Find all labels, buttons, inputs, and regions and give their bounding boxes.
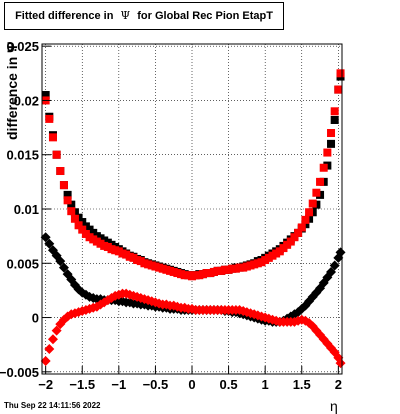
chart-title-suffix: for Global Rec Pion EtapT: [137, 10, 273, 22]
y-tick-label: −0.005: [0, 365, 39, 380]
x-tick-label: 0.5: [220, 377, 238, 392]
y-tick-label: 0.02: [14, 93, 39, 108]
data-point-diamond: [44, 238, 55, 249]
x-axis-label: η: [330, 398, 338, 414]
grid: [42, 44, 342, 374]
data-point-square: [327, 139, 336, 148]
data-point-square: [48, 133, 57, 142]
data-point-diamond: [40, 232, 51, 243]
data-point-diamond: [51, 250, 62, 261]
x-tick-label: 2: [335, 377, 342, 392]
data-point-diamond: [335, 247, 346, 258]
data-point-square: [41, 91, 50, 100]
data-point-square: [52, 150, 61, 159]
data-point-square: [330, 115, 339, 124]
x-tick-label: 1: [262, 377, 269, 392]
x-tick-label: −1: [111, 377, 126, 392]
data-point-square: [336, 69, 345, 78]
psi-symbol: Ψ: [120, 9, 131, 22]
y-tick-label: 0.025: [6, 39, 39, 54]
data-point-square: [297, 223, 306, 232]
data-point-square: [305, 208, 314, 217]
x-tick-label: 0: [188, 377, 195, 392]
data-point-square: [308, 199, 317, 208]
data-point-diamond: [55, 319, 66, 330]
data-point-diamond: [326, 266, 337, 277]
x-tick-label: −1.5: [69, 377, 95, 392]
data-point-square: [78, 225, 87, 234]
data-point-square: [323, 148, 332, 157]
y-axis-label: difference in Ψ: [4, 41, 20, 140]
y-tick-label: 0: [32, 311, 39, 326]
data-point-diamond: [51, 325, 62, 336]
data-point-square: [334, 85, 343, 94]
data-point-square: [45, 114, 54, 123]
x-tick-label: −0.5: [143, 377, 169, 392]
data-point-square: [312, 188, 321, 197]
data-point-square: [290, 233, 299, 242]
data-point-square: [67, 207, 76, 216]
data-point-square: [319, 163, 328, 172]
data-point-square: [316, 177, 325, 186]
axis-ticks: −2 −1.5 −1 −0.5 0 0.5 1 1.5 2 −0.005 0 0.005 0.01 0.0…: [0, 39, 342, 392]
x-tick-label: 1.5: [293, 377, 311, 392]
data-point-square: [59, 181, 68, 190]
y-tick-label: 0.01: [14, 202, 39, 217]
data-point-square: [327, 129, 336, 138]
data-point-square: [70, 214, 79, 223]
data-point-square: [67, 200, 76, 209]
data-point-diamond: [55, 256, 66, 267]
data-points: [40, 69, 346, 369]
data-point-square: [286, 237, 295, 246]
timestamp-footer: Thu Sep 22 14:11:56 2022: [4, 401, 101, 410]
data-point-diamond: [58, 262, 69, 273]
data-point-diamond: [335, 358, 346, 369]
data-point-square: [74, 221, 83, 230]
data-point-square: [63, 196, 72, 205]
data-point-diamond: [44, 344, 55, 355]
x-tick-label: −2: [38, 377, 53, 392]
data-point-diamond: [329, 260, 340, 271]
data-point-square: [56, 167, 65, 176]
data-point-square: [294, 228, 303, 237]
y-tick-label: 0.005: [6, 256, 39, 271]
data-point-diamond: [333, 252, 344, 263]
y-tick-label: 0.015: [6, 148, 39, 163]
data-point-diamond: [40, 355, 51, 366]
data-point-square: [63, 190, 72, 199]
chart-title-prefix: Fitted difference in: [15, 10, 114, 22]
data-point-square: [330, 107, 339, 116]
chart-title: Fitted difference in Ψ for Global Rec Pi…: [4, 2, 284, 30]
data-point-square: [301, 215, 310, 224]
data-point-diamond: [47, 334, 58, 345]
